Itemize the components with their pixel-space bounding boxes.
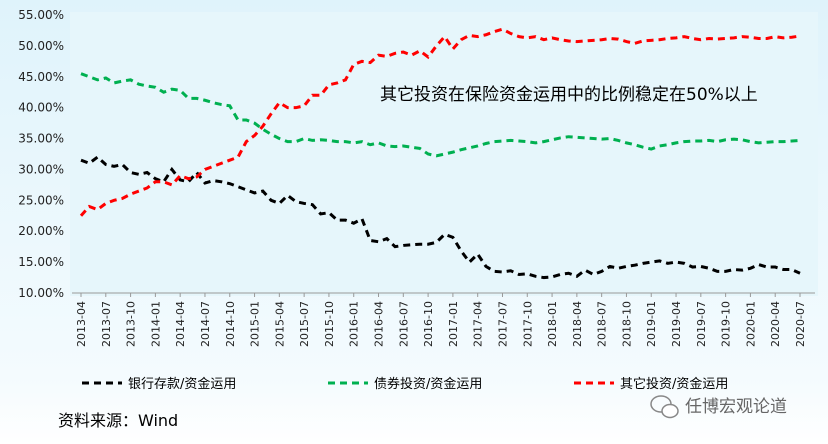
y-tick-label: 50.00% [18,39,64,53]
source: 资料来源：Wind [58,411,178,430]
x-tick-label: 2016-07 [397,301,410,347]
y-tick-label: 30.00% [18,162,64,176]
annotation: 其它投资在保险资金运用中的比例稳定在50%以上 [380,85,758,105]
line-series [80,72,801,158]
x-tick-label: 2013-10 [125,301,138,347]
line-series [79,27,801,217]
x-tick-label: 2018-04 [571,301,584,347]
x-tick-label: 2015-04 [273,301,286,347]
x-tick-label: 2015-10 [323,301,336,347]
y-tick-label: 10.00% [18,286,64,300]
plot-area [70,12,818,296]
x-tick-label: 2016-04 [373,301,386,347]
y-tick-label: 15.00% [18,255,64,269]
x-tick-label: 2020-01 [744,301,757,347]
x-tick-label: 2013-04 [75,301,88,347]
x-tick-label: 2014-10 [224,301,237,347]
y-tick-label: 25.00% [18,193,64,207]
x-tick-label: 2020-07 [794,301,807,347]
y-tick-label: 35.00% [18,132,64,146]
y-tick-label: 45.00% [18,70,64,84]
x-tick-label: 2016-10 [422,301,435,347]
legend-label: 债券投资/资金运用 [374,376,482,392]
x-tick-label: 2019-07 [695,301,708,347]
x-tick-label: 2014-04 [174,301,187,347]
x-tick-label: 2018-01 [546,301,559,347]
x-tick-label: 2015-07 [298,301,311,347]
x-tick-label: 2019-04 [670,301,683,347]
legend-label: 银行存款/资金运用 [128,376,236,392]
x-tick-label: 2017-07 [496,301,509,347]
watermark: 任博宏观论道 [685,397,787,417]
x-tick-label: 2020-04 [769,301,782,347]
x-tick-label: 2017-01 [447,301,460,347]
x-tick-label: 2018-10 [620,301,633,347]
x-tick-label: 2014-01 [149,301,162,347]
x-tick-label: 2019-10 [720,301,733,347]
watermark-icon [650,395,679,419]
legend-label: 其它投资/资金运用 [620,376,728,392]
y-tick-label: 40.00% [18,101,64,115]
x-tick-label: 2018-07 [596,301,609,347]
line-series [80,155,801,280]
x-tick-label: 2013-07 [100,301,113,347]
x-tick-label: 2019-01 [645,301,658,347]
x-tick-label: 2014-07 [199,301,212,347]
x-tick-label: 2017-10 [521,301,534,347]
x-tick-label: 2017-04 [472,301,485,347]
y-tick-label: 20.00% [18,224,64,238]
y-tick-label: 55.00% [18,8,64,22]
x-tick-label: 2016-01 [348,301,361,347]
x-tick-label: 2015-01 [249,301,262,347]
